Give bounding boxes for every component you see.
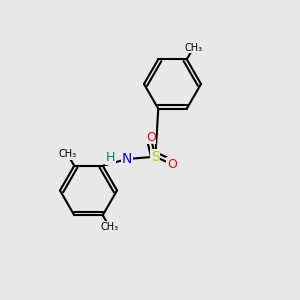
Text: O: O: [146, 131, 156, 144]
Text: CH₃: CH₃: [184, 43, 202, 52]
Text: S: S: [151, 150, 160, 164]
Text: H: H: [106, 151, 115, 164]
Text: N: N: [122, 152, 132, 166]
Text: CH₃: CH₃: [100, 222, 118, 232]
Text: CH₃: CH₃: [58, 149, 76, 159]
Text: O: O: [167, 158, 177, 171]
